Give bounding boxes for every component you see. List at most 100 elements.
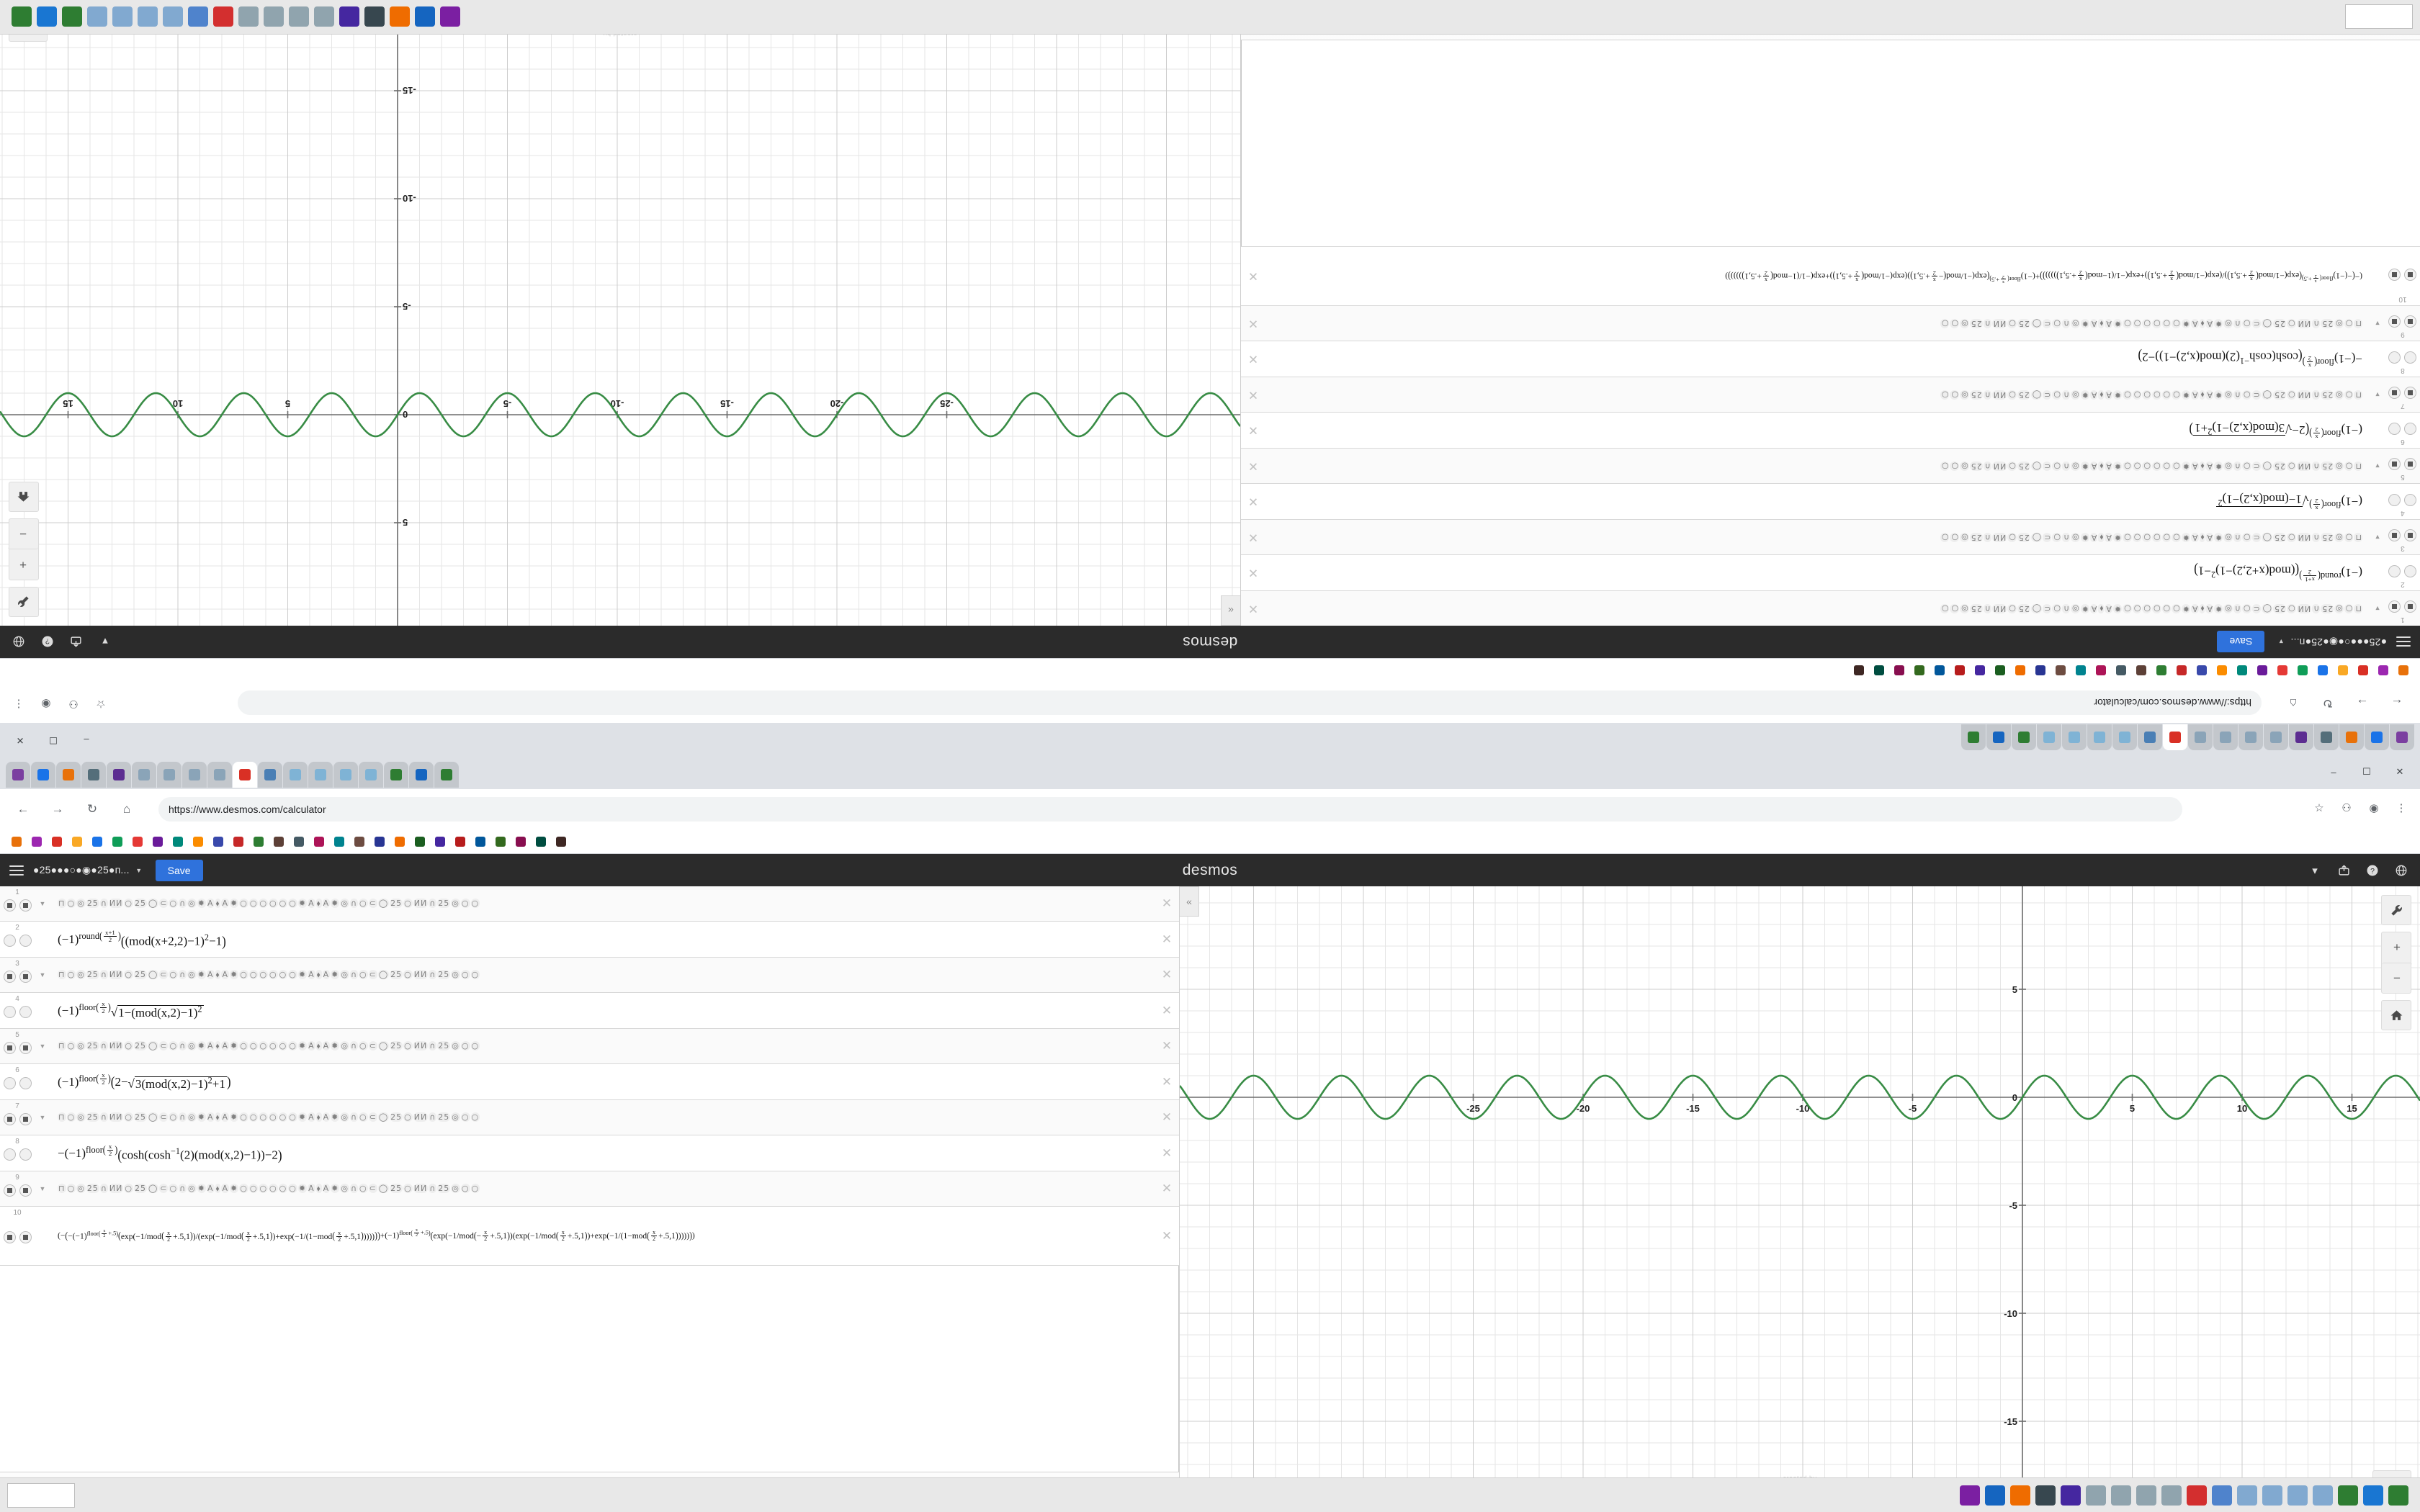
taskbar-item[interactable] [2237,1485,2257,1506]
taskbar-item[interactable] [2086,1485,2106,1506]
graph-title[interactable]: ●25●●●○●◉●25●п... [2290,636,2387,648]
taskbar-item[interactable] [2363,1485,2383,1506]
taskbar-item[interactable] [238,6,259,27]
bookmark-item[interactable] [2177,665,2187,676]
browser-tab[interactable] [2037,724,2061,750]
bookmark-item[interactable] [2298,665,2308,676]
expression-folder-row[interactable]: 7 ▼ ⊓○◎25∩ИИ○25◯⊂○∩◎✹А⬧А✹○○○○○○✹А⬧А✹◎∩○⊂◯2… [1241,377,2420,412]
language-globe-icon[interactable] [2388,858,2414,883]
expression-row[interactable]: 6 (−1)floor(x 2)(2−√3(mod(x,2)−1)2+1) ✕ [1241,412,2420,448]
bookmark-item[interactable] [193,836,203,847]
plot-toggle-1[interactable] [3,1077,16,1089]
bookmark-item[interactable] [72,836,82,847]
folder-collapse-icon[interactable]: ▼ [2374,391,2381,398]
zoom-out-button[interactable]: − [8,519,38,549]
math-expression[interactable]: (−(−(−1)floor(x 2 +.5)(exp(−1/mod(x 2 +.5,1)… [58,1228,695,1243]
bookmark-item[interactable] [334,836,344,847]
chevron-down-icon[interactable]: ▾ [102,635,108,648]
delete-row-button[interactable]: ✕ [1161,1228,1173,1243]
share-icon[interactable] [2331,858,2357,883]
plot-toggle-2[interactable] [2388,351,2401,364]
plot-toggle-2[interactable] [19,935,32,947]
browser-tab[interactable] [107,762,131,788]
bookmark-item[interactable] [173,836,183,847]
math-expression[interactable]: (−1)floor(x 2)√1−(mod(x,2)−1)2 [2216,492,2362,512]
taskbar-item[interactable] [12,6,32,27]
graph-settings-wrench-icon[interactable] [2381,895,2411,925]
browser-tab[interactable] [308,762,333,788]
bookmark-item[interactable] [2257,665,2267,676]
plot-toggle-1[interactable] [2404,600,2417,613]
folder-collapse-icon[interactable]: ▼ [2374,462,2381,469]
taskbar-item[interactable] [2212,1485,2232,1506]
taskbar-item[interactable] [188,6,208,27]
plot-toggle-2[interactable] [2388,565,2401,577]
browser-tab[interactable] [283,762,308,788]
plot-toggle-2[interactable] [2388,315,2401,328]
browser-tab[interactable] [434,762,459,788]
delete-row-button[interactable]: ✕ [1161,1074,1173,1089]
bookmark-item[interactable] [2136,665,2146,676]
bookmark-item[interactable] [354,836,364,847]
taskbar-item[interactable] [2338,1485,2358,1506]
expression-row[interactable]: 10 (−(−(−1)floor(x 2 +.5)(exp(−1/mod(x 2 +.5,… [1241,246,2420,305]
bookmark-item[interactable] [516,836,526,847]
browser-tab[interactable] [157,762,182,788]
taskbar-item[interactable] [2388,1485,2408,1506]
graph-canvas[interactable]: 5 0 -5 -10 -15 -25 -20 -15 -10 -5 5 10 15 « + − [1180,886,2420,1512]
taskbar-item[interactable] [440,6,460,27]
expression-folder-row[interactable]: 9 ▼ ⊓○◎25∩ИИ○25◯⊂○∩◎✹А⬧А✹○○○○○○✹А⬧А✹◎∩○⊂◯2… [1241,305,2420,341]
plot-toggle-1[interactable] [3,1112,16,1125]
close-button[interactable]: ✕ [2396,766,2404,777]
plot-toggle-1[interactable] [2404,494,2417,506]
folder-collapse-icon[interactable]: ▼ [2374,534,2381,541]
bookmark-item[interactable] [2096,665,2106,676]
bookmark-item[interactable] [375,836,385,847]
browser-tab[interactable] [207,762,232,788]
plot-toggle-2[interactable] [2388,423,2401,435]
plot-toggle-1[interactable] [3,1006,16,1018]
reload-button[interactable]: ↻ [2322,696,2334,710]
bookmark-item[interactable] [435,836,445,847]
plot-toggle-1[interactable] [2404,387,2417,400]
bookmark-item[interactable] [294,836,304,847]
plot-toggle-1[interactable] [3,899,16,912]
home-zoom-button[interactable] [9,482,39,512]
bookmark-item[interactable] [2116,665,2126,676]
folder-collapse-icon[interactable]: ▼ [2374,605,2381,612]
plot-toggle-2[interactable] [2388,458,2401,471]
plot-toggle-2[interactable] [2388,600,2401,613]
delete-row-button[interactable]: ✕ [1247,566,1259,580]
taskbar-item[interactable] [163,6,183,27]
graph-settings-wrench-icon[interactable] [9,587,39,617]
plot-toggle-1[interactable] [2404,351,2417,364]
zoom-in-button[interactable]: + [2393,940,2401,954]
bookmark-item[interactable] [112,836,122,847]
back-button[interactable]: ← [2390,696,2403,710]
bookmark-item[interactable] [2338,665,2348,676]
back-button[interactable]: ← [17,802,30,816]
minimize-button[interactable]: – [84,734,89,746]
plot-toggle-2[interactable] [2388,494,2401,506]
bookmark-item[interactable] [1914,665,1924,676]
browser-tab[interactable] [182,762,207,788]
expression-row[interactable]: 4 (−1)floor(x 2)√1−(mod(x,2)−1)2 ✕ [0,993,1179,1029]
taskbar-item[interactable] [37,6,57,27]
bookmark-item[interactable] [395,836,405,847]
save-button[interactable]: Save [155,859,203,881]
delete-row-button[interactable]: ✕ [1161,1110,1173,1124]
help-icon[interactable]: ? [2360,858,2385,883]
taskbar-item[interactable] [2313,1485,2333,1506]
bookmark-item[interactable] [1874,665,1884,676]
bookmark-item[interactable] [153,836,163,847]
language-globe-icon[interactable] [6,629,32,655]
taskbar-item[interactable] [213,6,233,27]
forward-button[interactable]: → [2356,696,2369,710]
share-icon[interactable] [63,629,89,655]
delete-row-button[interactable]: ✕ [1247,317,1259,330]
bookmark-item[interactable] [496,836,506,847]
taskbar-item[interactable] [339,6,359,27]
address-bar[interactable]: https://www.desmos.com/calculator [158,797,2182,822]
bookmark-item[interactable] [2277,665,2287,676]
delete-row-button[interactable]: ✕ [1247,495,1259,509]
